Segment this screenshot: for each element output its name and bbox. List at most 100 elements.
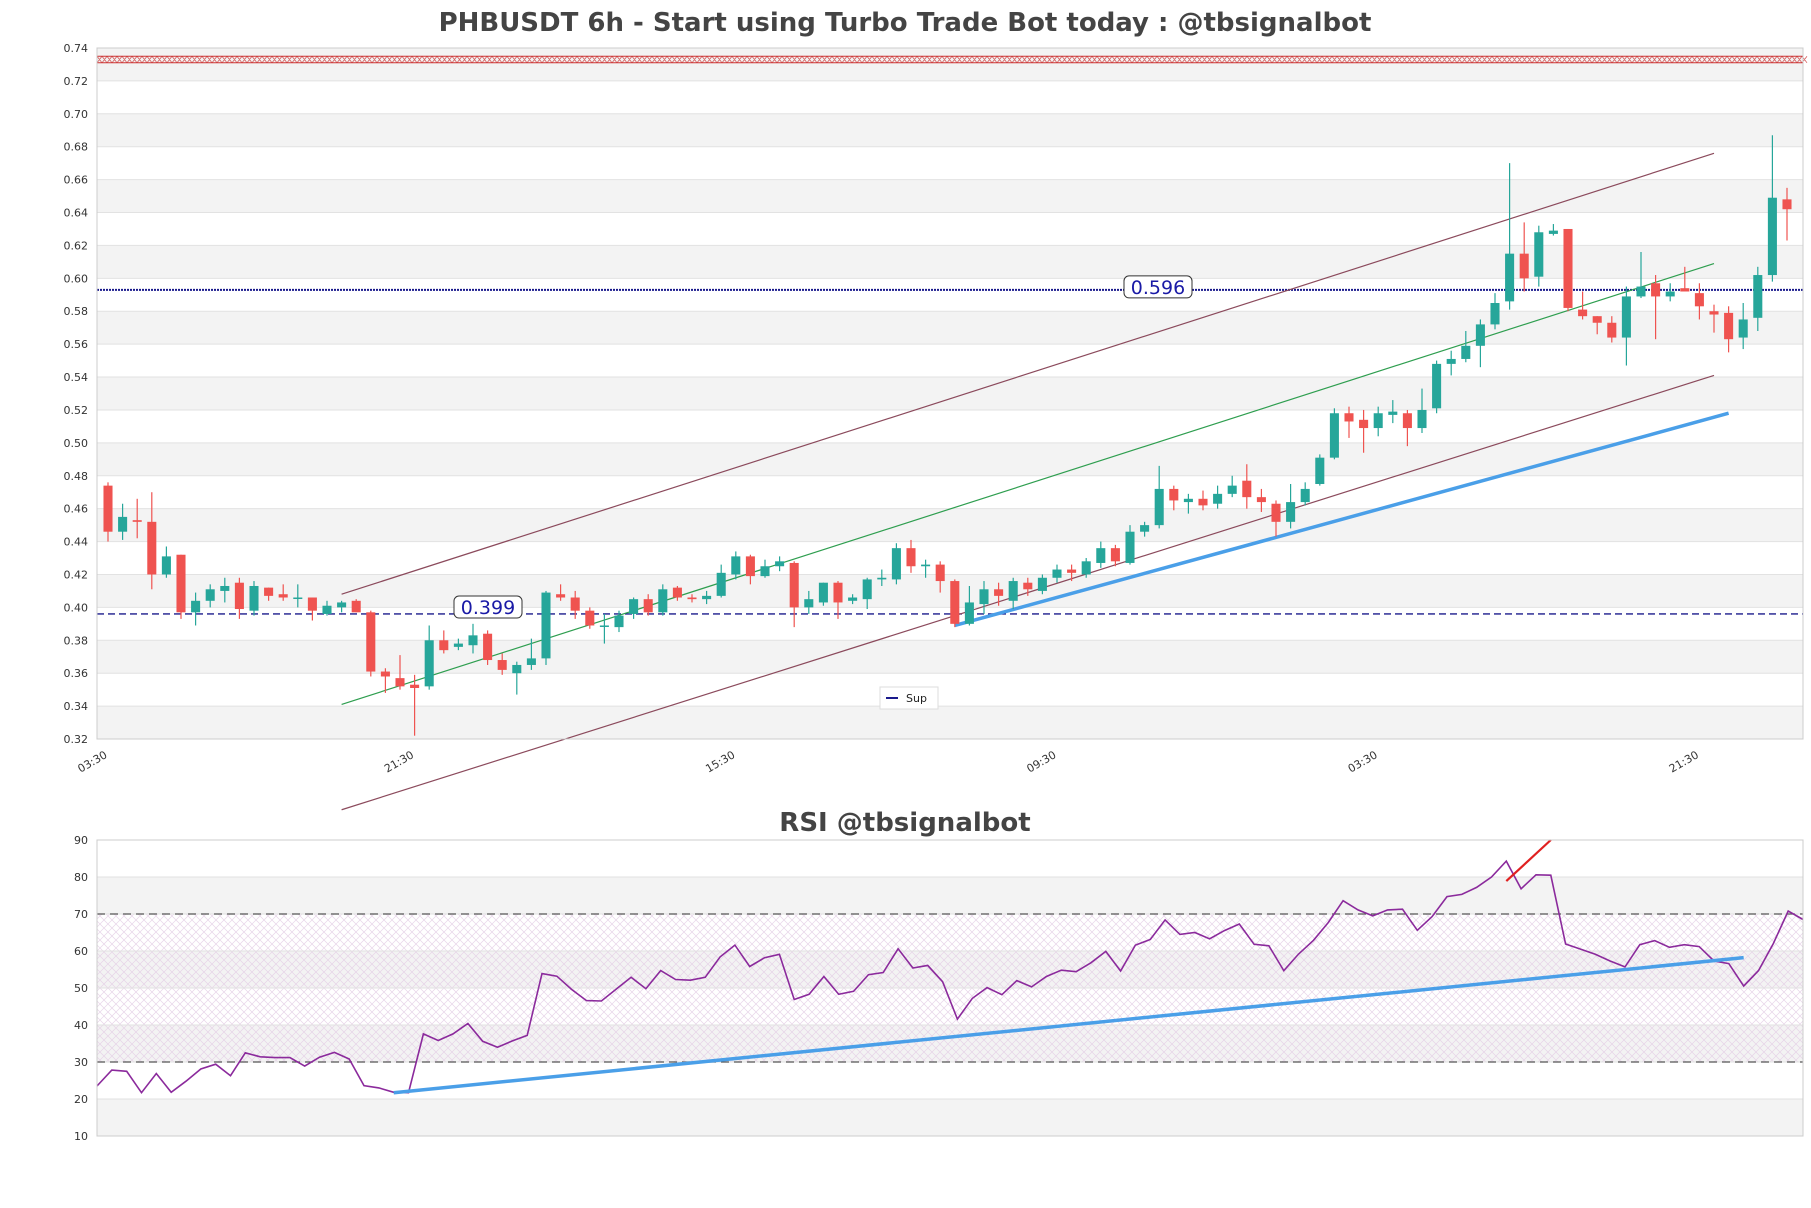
candle-body — [1125, 531, 1135, 563]
candle-body — [1388, 411, 1398, 415]
candle-body — [1154, 488, 1164, 526]
price-band-shade — [97, 245, 1803, 279]
candle-body — [1461, 345, 1471, 359]
price-y-tick-label: 0.56 — [64, 338, 89, 351]
rsi-y-tick-label: 60 — [74, 945, 88, 958]
candle-body — [1680, 288, 1690, 292]
candle-body — [191, 600, 201, 613]
candle-body — [497, 660, 507, 670]
candle-body — [1300, 488, 1310, 503]
price-y-tick-label: 0.68 — [64, 141, 89, 154]
candle-body — [658, 589, 668, 613]
rsi-y-tick-label: 10 — [74, 1130, 88, 1143]
candle-body — [366, 612, 376, 672]
candle-body — [643, 599, 653, 613]
candle-body — [1402, 413, 1412, 429]
candle-body — [1096, 548, 1106, 563]
candle-body — [1519, 253, 1529, 279]
candle-body — [775, 561, 785, 567]
candle-body — [1665, 291, 1675, 297]
candle-body — [1081, 561, 1091, 575]
candle-body — [220, 585, 230, 591]
candle-body — [1724, 312, 1734, 340]
candle-body — [804, 599, 814, 608]
price-x-tick-label: 21:30 — [1667, 748, 1701, 775]
candle-body — [264, 587, 274, 596]
price-y-tick-label: 0.62 — [64, 239, 89, 252]
price-y-tick-label: 0.36 — [64, 667, 89, 680]
price-x-tick-label: 03:30 — [1346, 748, 1380, 775]
candle-body — [848, 597, 858, 601]
top-band-hatch — [96, 55, 1808, 64]
price-band-shade — [97, 508, 1803, 542]
price-y-tick-label: 0.42 — [64, 568, 89, 581]
candle-body — [833, 582, 843, 603]
price-band-shade — [97, 442, 1803, 476]
price-y-tick-label: 0.34 — [64, 700, 89, 713]
candle-body — [1183, 498, 1193, 503]
candle-body — [351, 600, 361, 613]
candle-body — [541, 592, 551, 659]
support-trend-line — [954, 411, 1730, 628]
candle-body — [702, 595, 712, 600]
candle-body — [964, 602, 974, 624]
price-x-tick-label: 21:30 — [382, 748, 416, 775]
candle-body — [176, 554, 186, 613]
candle-body — [1592, 316, 1602, 323]
candle-body — [1417, 409, 1427, 429]
price-y-tick-label: 0.44 — [64, 536, 89, 549]
candlestick-series — [103, 135, 1792, 736]
price-band-shade — [97, 179, 1803, 213]
price-y-tick-label: 0.54 — [64, 371, 89, 384]
rsi-y-tick-label: 20 — [74, 1093, 88, 1106]
resistance-band — [96, 55, 1808, 64]
candle-body — [760, 566, 770, 577]
candle-body — [1475, 324, 1485, 346]
price-y-tick-label: 0.72 — [64, 75, 89, 88]
candle-body — [1709, 311, 1719, 315]
candle-body — [337, 602, 347, 608]
candle-body — [1636, 286, 1646, 297]
rsi-line — [96, 859, 1804, 1095]
candle-body — [745, 556, 755, 577]
candle-body — [950, 581, 960, 624]
rsi-resistance-line — [1505, 839, 1552, 882]
price-y-tick-label: 0.64 — [64, 207, 89, 220]
price-x-tick-label: 03:30 — [76, 748, 110, 775]
price-axes: 0.32 0.34 0.36 0.38 0.40 0.42 0.44 0.46 0.48 0.50… — [64, 42, 1804, 775]
candle-body — [307, 597, 317, 611]
candle-body — [322, 605, 332, 614]
candle-body — [1359, 419, 1369, 429]
candle-body — [1227, 485, 1237, 494]
candle-body — [687, 597, 697, 600]
price-y-tick-label: 0.40 — [64, 601, 89, 614]
candle-body — [118, 516, 128, 532]
candle-body — [410, 684, 420, 688]
candle-body — [1505, 253, 1515, 302]
price-y-tick-label: 0.48 — [64, 470, 89, 483]
candle-body — [599, 625, 609, 627]
candle-body — [234, 582, 244, 610]
price-y-tick-label: 0.50 — [64, 437, 89, 450]
rsi-y-tick-label: 30 — [74, 1056, 88, 1069]
candle-body — [891, 548, 901, 580]
candle-body — [278, 594, 288, 598]
legend-box — [879, 686, 939, 710]
candle-body — [1446, 358, 1456, 364]
candle-body — [1110, 548, 1120, 562]
price-band-shade — [97, 113, 1803, 147]
rsi-band-shade — [97, 877, 1803, 914]
candle-body — [424, 640, 434, 687]
candle-body — [1329, 413, 1339, 458]
rsi-y-tick-label: 50 — [74, 982, 88, 995]
candle-body — [1315, 457, 1325, 484]
candle-body — [439, 640, 449, 651]
candle-body — [614, 615, 624, 628]
price-band-shade — [97, 48, 1803, 81]
candle-body — [1782, 199, 1792, 210]
candle-body — [585, 610, 595, 626]
candle-body — [1052, 569, 1062, 578]
candle-body — [1753, 275, 1763, 318]
price-band-shade — [97, 311, 1803, 345]
level-label-text: 0.399 — [461, 597, 515, 619]
